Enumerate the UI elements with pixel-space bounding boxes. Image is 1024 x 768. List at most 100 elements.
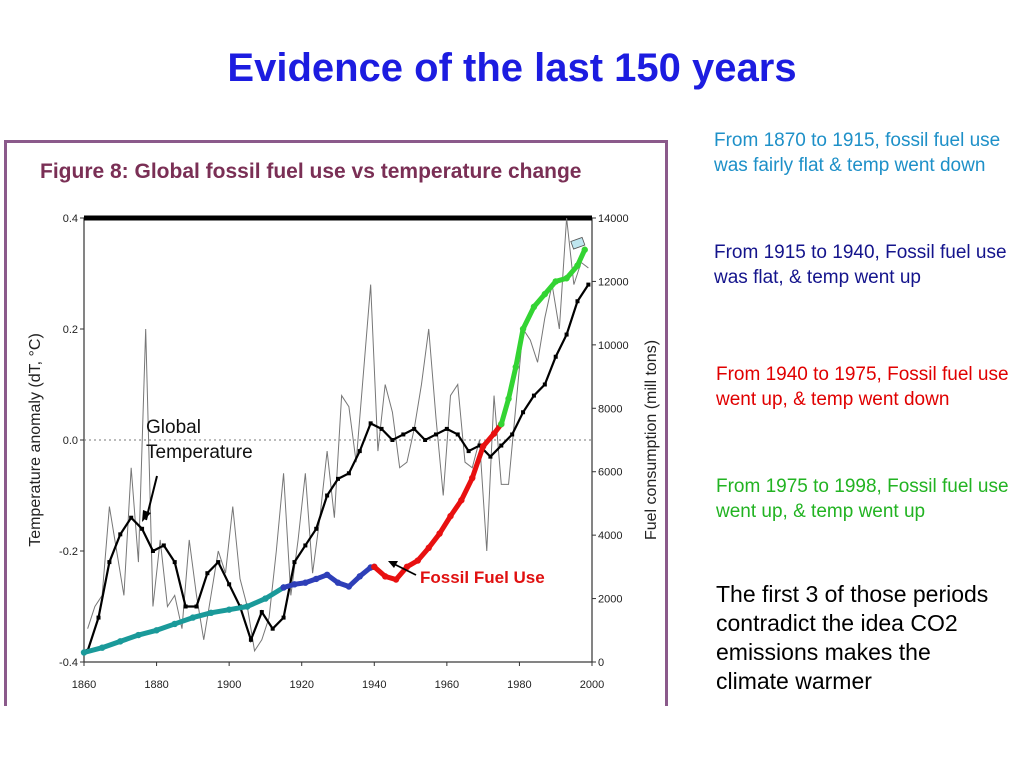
- fuel-end-marker: [570, 236, 586, 250]
- y-axis-title: Temperature anomaly (dT, °C): [27, 333, 44, 547]
- x-tick-label: 2000: [580, 679, 604, 691]
- temperature-point: [423, 438, 428, 442]
- slide-title: Evidence of the last 150 years: [227, 46, 797, 90]
- fossil-fuel-period-1: [81, 584, 287, 655]
- fossil-fuel-point: [189, 614, 197, 621]
- note-1870-1915: From 1870 to 1915, fossil fuel use was f…: [714, 130, 1001, 176]
- temperature-annotation-line: Temperature: [146, 442, 253, 463]
- temperature-point: [292, 560, 297, 565]
- temperature-point: [368, 421, 373, 426]
- x-tick-label: 1920: [289, 679, 313, 691]
- fossil-fuel-point: [505, 395, 512, 402]
- fossil-fuel-arrow: [391, 562, 417, 576]
- fossil-fuel-point: [381, 573, 389, 580]
- fossil-fuel-point: [458, 497, 465, 504]
- y2-tick-label: 6000: [598, 467, 622, 479]
- temperature-point: [357, 449, 362, 454]
- fossil-fuel-point: [581, 246, 588, 253]
- series-layer: [80, 217, 591, 656]
- fossil-fuel-point: [574, 262, 581, 269]
- temperature-point: [325, 493, 330, 498]
- temperature-point: [488, 454, 493, 459]
- temperature-point: [205, 571, 210, 576]
- x-tick-label: 1960: [435, 679, 459, 691]
- fossil-fuel-point: [262, 595, 269, 602]
- y2-tick-label: 2000: [598, 594, 622, 606]
- fossil-fuel-point: [171, 620, 178, 628]
- fossil-fuel-point: [153, 627, 160, 634]
- temperature-point: [216, 560, 221, 565]
- fossil-fuel-point: [479, 443, 487, 450]
- temperature-arrowhead: [142, 510, 151, 522]
- temperature-point: [129, 515, 134, 520]
- temperature-point: [107, 560, 112, 565]
- ticks-layer: 1860 1880 1900 1920 1940 1960 1980 2000 -0.4 -0.2…: [59, 213, 629, 691]
- note-1915-1940: From 1915 to 1940, Fossil fuel use was f…: [714, 242, 1007, 288]
- fossil-fuel-point: [334, 579, 342, 586]
- y-tick-label: 0.4: [63, 213, 78, 225]
- note-1940-1975: From 1940 to 1975, Fossil fuel use went …: [716, 364, 1009, 410]
- fossil-fuel-point: [512, 363, 519, 371]
- temperature-point: [281, 615, 286, 620]
- fossil-fuel-point: [80, 649, 88, 656]
- temperature-annotation: Global Temperature: [146, 417, 253, 463]
- fossil-fuel-point: [490, 430, 498, 437]
- fossil-fuel-point: [552, 278, 559, 285]
- temperature-point: [466, 449, 471, 454]
- fossil-fuel-point: [280, 584, 287, 591]
- conclusion-text: The first 3 of those periods contradict …: [716, 581, 989, 694]
- temperature-point: [183, 604, 188, 609]
- temperature-point: [401, 432, 406, 437]
- temperature-point: [531, 393, 536, 398]
- temperature-point: [564, 332, 569, 337]
- y-tick-label: 0.2: [63, 324, 78, 336]
- x-tick-label: 1940: [362, 679, 386, 691]
- fossil-fuel-point: [323, 571, 331, 578]
- fossil-fuel-point: [356, 573, 363, 580]
- temperature-point: [346, 471, 351, 476]
- temperature-point: [172, 560, 177, 565]
- temperature-point: [248, 637, 253, 642]
- fossil-fuel-point: [436, 530, 443, 537]
- temperature-point: [499, 443, 504, 448]
- temperature-point: [379, 426, 384, 431]
- figure-title: Figure 8: Global fossil fuel use vs temp…: [40, 160, 582, 183]
- fossil-fuel-point: [541, 290, 549, 298]
- temperature-point: [542, 382, 547, 387]
- temperature-point: [455, 432, 460, 437]
- x-tick-label: 1900: [217, 679, 241, 691]
- fossil-fuel-point: [414, 557, 422, 564]
- y2-axis-title: Fuel consumption (mill tons): [643, 340, 660, 540]
- temperature-point: [336, 476, 340, 481]
- y-tick-label: -0.4: [59, 657, 78, 669]
- temperature-point: [510, 432, 515, 437]
- temperature-point: [270, 626, 275, 631]
- fossil-fuel-period-2: [281, 564, 377, 590]
- y2-tick-label: 10000: [598, 340, 629, 352]
- temperature-point: [161, 543, 166, 548]
- y2-tick-label: 8000: [598, 403, 622, 415]
- fossil-fuel-point: [207, 609, 215, 617]
- x-tick-label: 1980: [507, 679, 531, 691]
- x-tick-label: 1880: [144, 679, 168, 691]
- fossil-fuel-period-4: [498, 247, 588, 427]
- fossil-fuel-point: [302, 579, 309, 586]
- fossil-fuel-annotation: Fossil Fuel Use: [420, 568, 545, 587]
- fossil-fuel-point: [425, 544, 432, 552]
- fossil-fuel-point: [447, 512, 454, 520]
- temperature-point: [303, 543, 308, 548]
- temperature-point: [412, 426, 417, 431]
- fossil-fuel-point: [244, 603, 251, 610]
- fossil-fuel-point: [225, 606, 233, 613]
- fossil-fuel-point: [392, 576, 400, 583]
- fossil-fuel-point: [345, 583, 353, 590]
- fossil-fuel-point: [291, 581, 298, 588]
- fossil-fuel-point: [313, 575, 320, 583]
- series-annual-temperature: [87, 217, 589, 653]
- temperature-point: [140, 526, 145, 531]
- fossil-fuel-point: [135, 631, 142, 639]
- fossil-fuel-point: [117, 638, 124, 645]
- fossil-fuel-point: [498, 420, 505, 428]
- x-tick-label: 1860: [72, 679, 96, 691]
